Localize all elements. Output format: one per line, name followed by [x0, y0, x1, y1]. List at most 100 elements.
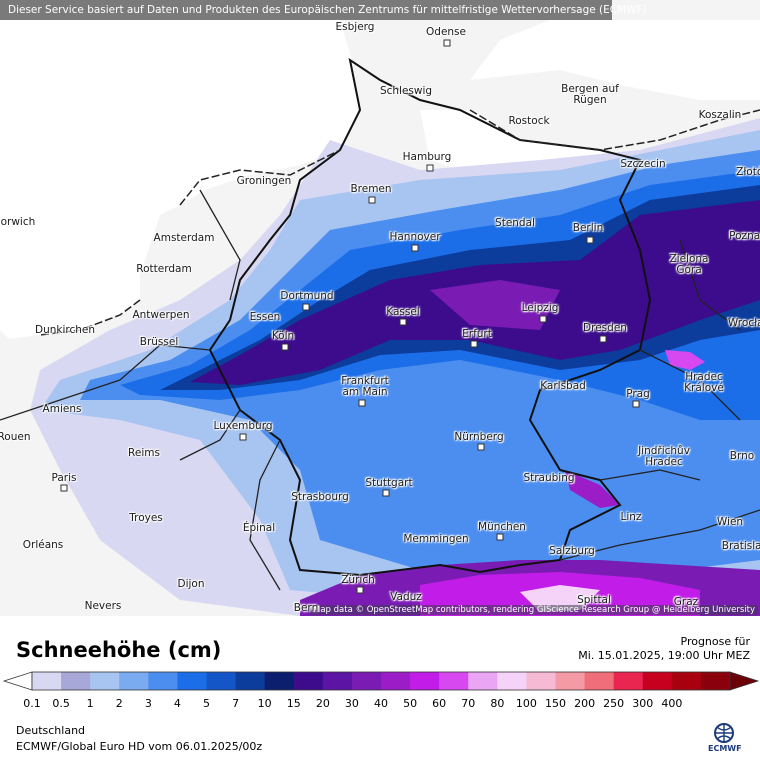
ecmwf-logo[interactable]: ECMWF — [708, 722, 742, 756]
scale-tick-label: 20 — [315, 697, 330, 710]
scale-tick-label: 150 — [545, 697, 566, 710]
bavarian-forest-peak — [565, 470, 620, 508]
scale-swatch — [90, 672, 120, 690]
city-label: Schleswig — [379, 85, 433, 97]
scale-tick-label: 0.5 — [52, 697, 70, 710]
city-marker — [539, 315, 547, 323]
scale-swatch — [264, 672, 295, 690]
city-label: Szczecin — [620, 158, 666, 170]
color-scale-labels: 0.1 0.5 1 2 3 4 5 7 10 15 20 30 40 50 60 70 80 100 150 200 2… — [0, 697, 760, 711]
city-marker — [399, 318, 407, 326]
city-label: Brno — [729, 450, 755, 462]
scale-swatch — [497, 672, 527, 690]
scale-swatch — [671, 672, 702, 690]
city-label: Dortmund — [280, 290, 334, 302]
snow-extent-pale-left — [0, 330, 130, 616]
scale-tick-label: 3 — [144, 697, 152, 710]
scale-swatch — [351, 672, 382, 690]
scale-tick-label: 70 — [461, 697, 476, 710]
forecast-info: Prognose für Mi. 15.01.2025, 19:00 Uhr M… — [578, 635, 750, 663]
city-label: Rostock — [508, 115, 550, 127]
city-marker — [368, 196, 376, 204]
city-label: Dresden — [583, 322, 627, 334]
city-label: Dunkirchen — [34, 324, 96, 336]
scale-swatch — [439, 672, 469, 690]
city-marker — [443, 39, 451, 47]
city-label: Orléans — [22, 539, 64, 551]
scale-tick-label: 80 — [490, 697, 505, 710]
city-label: Hamburg — [402, 151, 452, 163]
forecast-label: Prognose für — [680, 635, 751, 648]
ecmwf-logo-icon — [714, 723, 734, 743]
scale-swatch — [148, 672, 178, 690]
city-label: Prag — [626, 388, 650, 400]
city-marker — [426, 164, 434, 172]
city-marker — [382, 489, 390, 497]
city-label: Antwerpen — [132, 309, 190, 321]
scale-swatch — [235, 672, 266, 690]
city-marker — [470, 340, 478, 348]
scale-swatch — [555, 672, 586, 690]
map-credits[interactable]: Map data © OpenStreetMap contributors, r… — [310, 605, 758, 615]
scale-tick-label: 1 — [86, 697, 94, 710]
city-label: Essen — [249, 311, 281, 323]
scale-swatch — [206, 672, 237, 690]
scale-swatch — [584, 672, 615, 690]
city-label: Brüssel — [139, 336, 179, 348]
city-marker — [632, 400, 640, 408]
scale-tick-label: 50 — [403, 697, 418, 710]
scale-tick-label: 100 — [515, 697, 537, 710]
city-label: Strasbourg — [291, 491, 349, 503]
city-label: Koszalin — [698, 109, 742, 121]
scale-tick-label: 300 — [632, 697, 654, 710]
city-label: Amsterdam — [153, 232, 215, 244]
city-label: Straubing — [523, 472, 575, 484]
snow-depth-map[interactable]: Dieser Service basiert auf Daten und Pro… — [0, 0, 760, 616]
city-label: Nevers — [84, 600, 122, 612]
scale-tick-label: 4 — [173, 697, 181, 710]
city-label: München — [478, 521, 526, 533]
city-label: Norwich — [0, 216, 36, 228]
scale-swatch — [381, 672, 411, 690]
scale-swatch — [410, 672, 440, 690]
scale-tick-label: 250 — [603, 697, 625, 710]
city-label: Bergen auf Rügen — [561, 83, 619, 106]
city-marker — [302, 303, 310, 311]
city-label: Dijon — [177, 578, 205, 590]
city-label: Köln — [271, 330, 295, 342]
city-marker — [60, 484, 68, 492]
city-label: Groningen — [236, 175, 292, 187]
city-label: Bern — [293, 602, 319, 614]
north-sea — [0, 20, 360, 340]
scale-swatch — [700, 672, 731, 690]
model-run-label: ECMWF/Global Euro HD vom 06.01.2025/00z — [16, 740, 263, 753]
scale-tick-label: 200 — [574, 697, 596, 710]
city-label: Leipzig — [521, 302, 559, 314]
city-label: Poznań — [729, 230, 760, 242]
ecmwf-logo-text: ECMWF — [708, 744, 742, 753]
city-label: Amiens — [42, 403, 82, 415]
city-marker — [599, 335, 607, 343]
city-label: Odense — [426, 26, 466, 38]
city-marker — [496, 533, 504, 541]
city-label: Rotterdam — [136, 263, 192, 275]
coastline — [39, 109, 760, 336]
city-marker — [411, 244, 419, 252]
scale-outline — [31, 671, 731, 691]
bohemian-peak — [665, 350, 705, 370]
city-label: Zielona Góra — [669, 253, 709, 276]
city-label: Bremen — [350, 183, 392, 195]
city-label: Esbjerg — [335, 21, 375, 33]
city-label: Frankfurt am Main — [341, 375, 389, 398]
forecast-time: Mi. 15.01.2025, 19:00 Uhr MEZ — [578, 649, 750, 662]
color-scale-bar — [2, 671, 760, 691]
scale-arrow-low — [2, 671, 33, 691]
city-label: Memmingen — [403, 533, 469, 545]
city-label: Spittal — [577, 594, 611, 606]
scale-swatch — [61, 672, 91, 690]
city-marker — [586, 236, 594, 244]
city-label: Salzburg — [549, 545, 595, 557]
city-label: Vaduz — [390, 591, 422, 603]
scale-swatch — [613, 672, 644, 690]
city-label: Bratislava — [721, 540, 760, 552]
